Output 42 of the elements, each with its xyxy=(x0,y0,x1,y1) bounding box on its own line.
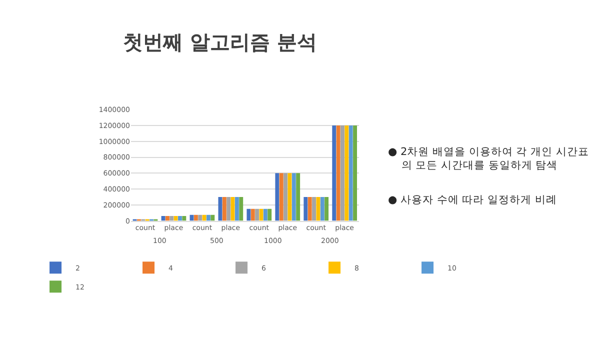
bar xyxy=(344,125,349,221)
bar xyxy=(239,196,244,221)
bar xyxy=(288,173,292,221)
bar xyxy=(312,196,316,221)
bar xyxy=(340,125,344,221)
text: ● 2차원 배열을 이용하여 각 개인 시간표 의 모든 시간대를 동일하게 탐색 xyxy=(388,146,589,172)
bar xyxy=(210,214,215,221)
text: ● 사용자 수에 따라 일정하게 비례 xyxy=(388,194,557,206)
bar xyxy=(292,173,296,221)
bar xyxy=(275,173,280,221)
bar xyxy=(308,196,312,221)
bar xyxy=(255,208,260,221)
bar xyxy=(198,214,202,221)
bar xyxy=(284,173,288,221)
bar xyxy=(316,196,320,221)
bar xyxy=(165,216,170,221)
bar xyxy=(332,125,336,221)
bar xyxy=(226,196,231,221)
bar xyxy=(263,208,268,221)
bar xyxy=(250,208,255,221)
bar xyxy=(324,196,329,221)
bar xyxy=(206,214,210,221)
bar xyxy=(348,125,353,221)
bar xyxy=(246,208,251,221)
bar xyxy=(234,196,239,221)
bar xyxy=(182,216,186,221)
bar xyxy=(194,214,198,221)
bar xyxy=(174,216,178,221)
bar xyxy=(170,216,174,221)
bar xyxy=(336,125,340,221)
bar xyxy=(161,216,166,221)
chart-title: 첫번째 알고리즘 분석 xyxy=(123,30,317,54)
bar xyxy=(218,196,222,221)
bar xyxy=(320,196,324,221)
bar xyxy=(178,216,182,221)
bar xyxy=(304,196,308,221)
bar xyxy=(268,208,272,221)
bar xyxy=(296,173,300,221)
bar xyxy=(353,125,358,221)
bar xyxy=(279,173,284,221)
bar xyxy=(222,196,226,221)
bar xyxy=(202,214,206,221)
